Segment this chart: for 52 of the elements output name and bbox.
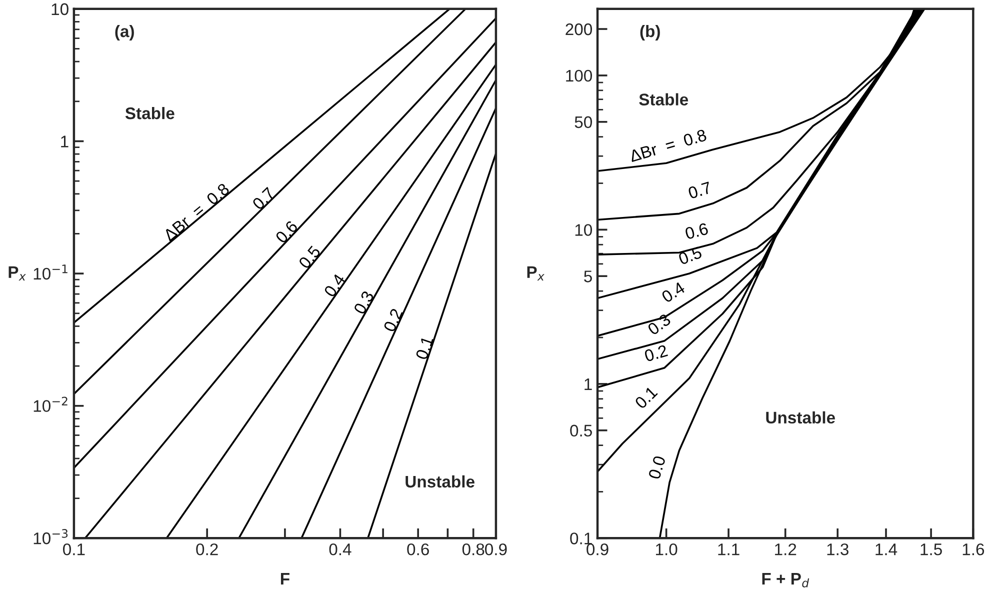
text: 0.1 [634,386,658,410]
text: 0.4 [660,281,686,304]
y-tick-label: 0.5 [570,424,592,437]
y-tick-label: 0.1 [570,532,592,544]
x-axis-title: F [280,573,290,585]
annotation: Stable [639,93,688,106]
y-tick-label: 10 [52,3,68,16]
text: 0.5 [298,245,322,270]
y-axis-title: P$_{x}$ [527,266,544,281]
y-tick-label: 1 [61,136,68,148]
x-tick-label: 1.2 [775,543,796,556]
text: ΔBr = 0.8 [628,128,708,162]
text: ΔBr = 0.8 [162,182,230,242]
text: 0.7 [688,181,712,200]
text: 0.4 [323,272,346,298]
x-tick-label: 0.9 [586,543,608,556]
annotation: Unstable [406,475,474,488]
y-tick-label: 200 [566,23,592,36]
y-tick-label: 50 [574,116,592,128]
x-tick-label: 0.6 [407,543,429,556]
y-tick-label: 100 [566,70,592,82]
x-tick-label: 1.0 [656,543,678,556]
x-tick-label: 1.6 [962,543,984,556]
x-tick-label: 1.1 [718,544,740,556]
y-tick-label: 1 [584,378,592,390]
text: 0.3 [353,290,374,315]
x-axis-title: F + P$_{d}$ [762,573,810,588]
y-tick-label: 10$^{−3}$ [34,529,68,544]
text: 0.1 [415,336,434,360]
annotation: Unstable [766,411,836,424]
y-tick-label: 5 [584,270,592,282]
x-tick-label: 0.9 [485,543,507,556]
annotation: (b) [640,24,660,40]
y-tick-label: 10$^{−2}$ [34,396,68,412]
y-axis-title: P$_{x}$ [8,266,26,281]
annotation: (a) [115,24,134,40]
text: 0.2 [644,344,668,362]
x-tick-label: 0.4 [329,543,352,556]
y-tick-label: 10 [575,224,592,236]
x-tick-label: 0.1 [63,543,85,556]
text: 0.6 [274,220,298,244]
y-tick-label: 10$^{−1}$ [34,264,68,280]
x-tick-label: 0.2 [196,543,218,556]
text: 0.2 [383,308,403,333]
text: 0.0 [648,455,666,480]
x-tick-label: 0.8 [462,543,484,556]
x-tick-label: 1.5 [920,544,942,556]
text: 0.6 [684,222,709,240]
text: 0.7 [252,186,276,210]
x-tick-label: 1.3 [827,543,848,556]
annotation: Stable [125,106,174,120]
x-tick-label: 1.4 [876,544,898,556]
